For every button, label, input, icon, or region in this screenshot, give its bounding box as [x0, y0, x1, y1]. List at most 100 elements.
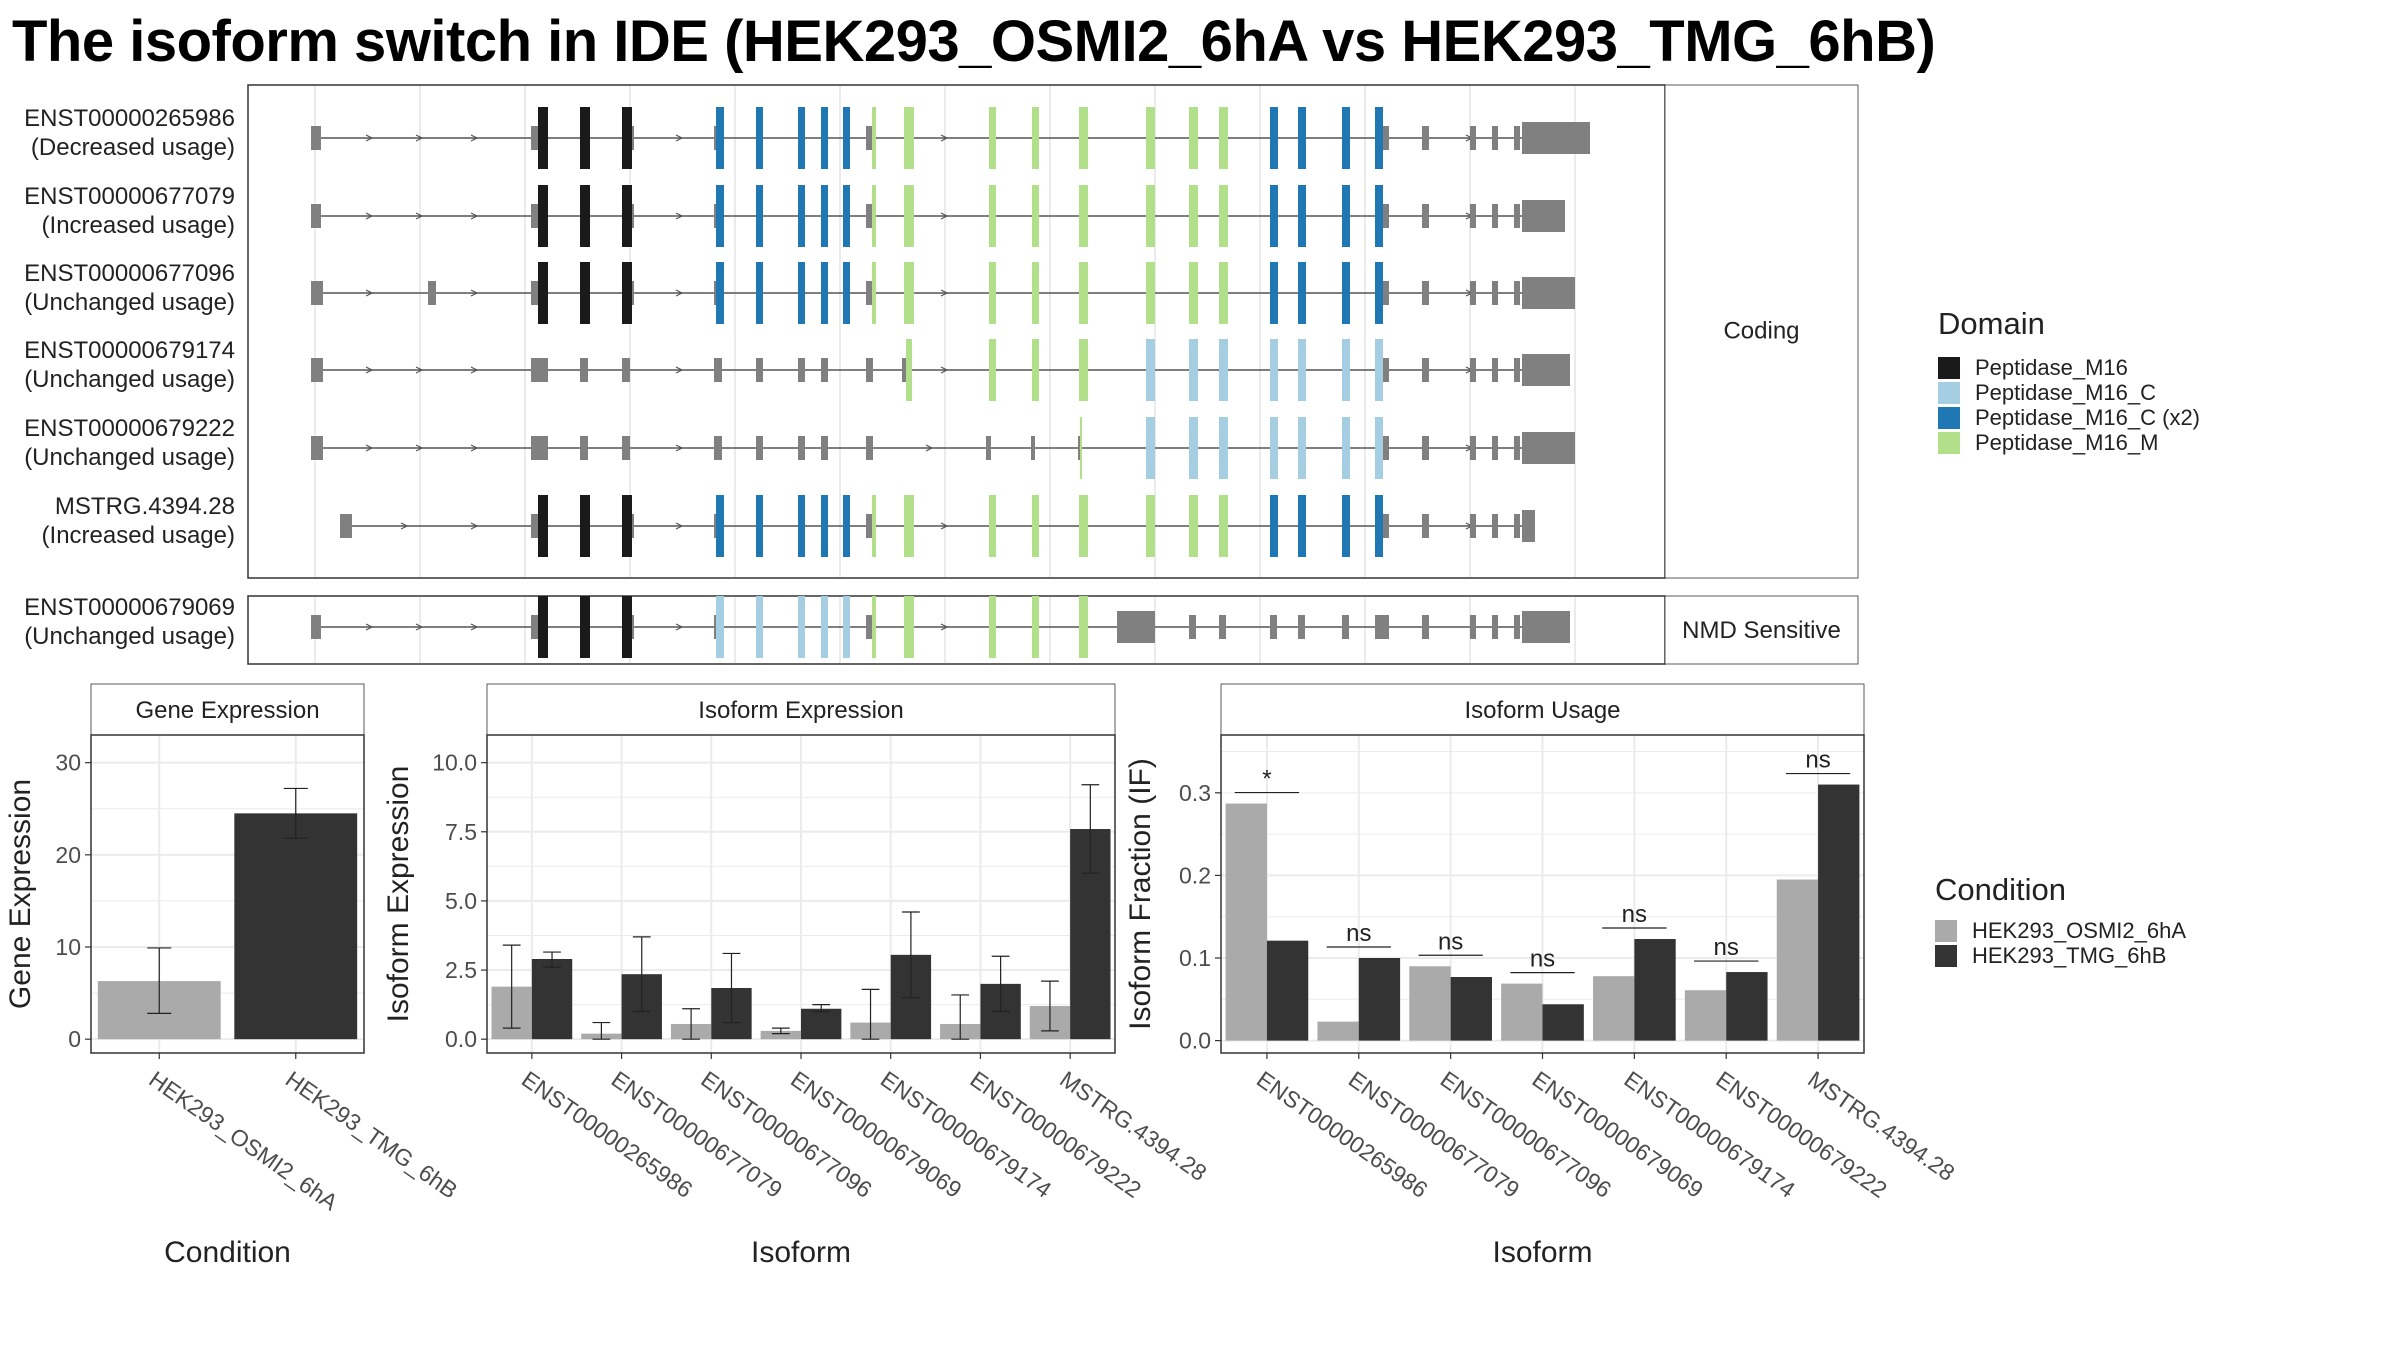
- utr-exon: [1514, 281, 1520, 305]
- x-tick-label: ENST00000677096: [1436, 1066, 1616, 1203]
- domain-exon: [1146, 185, 1155, 247]
- utr-exon: [1492, 514, 1498, 538]
- domain-exon: [1270, 495, 1278, 557]
- utr-exon: [714, 126, 717, 150]
- domain-exon: [1189, 185, 1198, 247]
- y-tick-label: 5.0: [445, 888, 477, 914]
- domain-exon: [716, 185, 724, 247]
- utr-exon: [622, 436, 630, 460]
- domain-exon: [989, 596, 996, 658]
- y-axis-label: Gene Expression: [4, 779, 37, 1009]
- domain-exon: [756, 262, 763, 324]
- chart-panel-title: Isoform Usage: [1464, 697, 1620, 724]
- domain-exon: [1219, 185, 1228, 247]
- utr-exon: [531, 514, 538, 538]
- domain-exon: [1298, 339, 1306, 401]
- domain-exon: [756, 107, 763, 169]
- utr-exon: [714, 281, 717, 305]
- domain-exon: [580, 262, 590, 324]
- domain-exon: [622, 262, 632, 324]
- transcript-id-label: MSTRG.4394.28: [55, 493, 235, 520]
- utr-exon: [1522, 611, 1570, 643]
- domain-exon: [904, 185, 914, 247]
- intron-direction-arrow: [675, 212, 684, 220]
- coding-strip: [1664, 84, 1859, 579]
- utr-exon: [714, 436, 722, 460]
- utr-exon: [1470, 615, 1476, 639]
- transcript-ENST00000679174: ENST00000679174(Unchanged usage): [24, 337, 1570, 401]
- domain-exon: [989, 185, 996, 247]
- chart-title: The isoform switch in IDE (HEK293_OSMI2_…: [12, 9, 1936, 74]
- utr-exon: [580, 358, 588, 382]
- utr-exon: [1492, 281, 1498, 305]
- bar-HEK293_TMG_6hB-ENST00000679069: [801, 1008, 842, 1040]
- domain-exon: [1342, 262, 1350, 324]
- domain-exon: [872, 262, 876, 324]
- transcript-status-label: (Increased usage): [42, 212, 235, 239]
- domain-exon: [798, 495, 805, 557]
- x-tick-label: ENST00000679069: [1528, 1066, 1708, 1203]
- utr-exon: [1514, 436, 1520, 460]
- domain-exon: [1270, 262, 1278, 324]
- domain-exon: [1298, 495, 1306, 557]
- domain-exon: [1219, 417, 1228, 479]
- domain-exon: [1219, 262, 1228, 324]
- domain-exon: [622, 185, 632, 247]
- intron-direction-arrow: [470, 212, 479, 220]
- domain-exon: [1079, 107, 1088, 169]
- x-tick-label: ENST00000265986: [1252, 1066, 1432, 1203]
- significance-label: *: [1262, 766, 1271, 793]
- utr-exon: [1422, 436, 1429, 460]
- domain-exon: [1189, 417, 1198, 479]
- domain-exon: [1032, 262, 1039, 324]
- utr-exon: [632, 204, 634, 228]
- utr-exon: [632, 281, 634, 305]
- utr-exon: [1189, 615, 1196, 639]
- domain-exon: [580, 107, 590, 169]
- utr-exon: [1375, 615, 1389, 639]
- domain-exon: [843, 107, 850, 169]
- utr-exon: [1270, 615, 1277, 639]
- intron-direction-arrow: [365, 366, 374, 374]
- transcript-MSTRG.4394.28: MSTRG.4394.28(Increased usage): [42, 493, 1535, 557]
- domain-exon: [843, 596, 850, 658]
- y-tick-label: 0.0: [445, 1026, 477, 1052]
- utr-exon: [1514, 204, 1520, 228]
- bar-HEK293_TMG_6hB-ENST00000265986: [531, 958, 573, 1040]
- transcript-ENST00000677096: ENST00000677096(Unchanged usage): [24, 260, 1575, 324]
- transcript-ENST00000265986: ENST00000265986(Decreased usage): [24, 105, 1590, 169]
- chart-strip: [486, 683, 1116, 736]
- utr-exon: [866, 126, 872, 150]
- domain-exon: [538, 185, 548, 247]
- intron-direction-arrow: [400, 522, 409, 530]
- domain-exon: [1219, 495, 1228, 557]
- significance-label: ns: [1530, 946, 1555, 973]
- utr-exon: [1514, 514, 1520, 538]
- domain-exon: [580, 596, 590, 658]
- intron-direction-arrow: [415, 134, 424, 142]
- chart-panel-border: [90, 734, 365, 1054]
- utr-exon: [311, 436, 323, 460]
- nmd-panel: [247, 595, 1666, 665]
- y-tick-label: 10: [55, 934, 81, 960]
- intron-direction-arrow: [675, 522, 684, 530]
- domain-exon: [798, 262, 805, 324]
- domain-exon: [622, 495, 632, 557]
- bar-HEK293_TMG_6hB-ENST00000679222: [1726, 972, 1768, 1041]
- domain-exon: [872, 596, 876, 658]
- domain-exon: [843, 495, 850, 557]
- intron-direction-arrow: [675, 289, 684, 297]
- utr-exon: [1522, 432, 1575, 464]
- intron-direction-arrow: [365, 444, 374, 452]
- utr-exon: [580, 436, 588, 460]
- domain-exon: [989, 339, 996, 401]
- utr-exon: [1422, 615, 1429, 639]
- chart-panel-2: Isoform Expression0.02.55.07.510.0ENST00…: [382, 683, 1212, 1269]
- utr-exon: [902, 358, 906, 382]
- utr-exon: [1342, 615, 1349, 639]
- domain-exon: [1219, 107, 1228, 169]
- intron-direction-arrow: [470, 366, 479, 374]
- domain-exon: [756, 495, 763, 557]
- domain-exon: [1079, 596, 1088, 658]
- utr-exon: [866, 204, 872, 228]
